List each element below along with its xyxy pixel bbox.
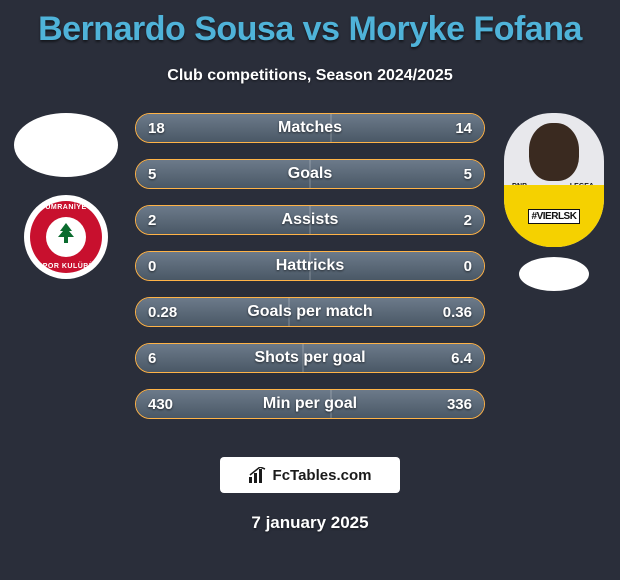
player-left-avatar-placeholder (14, 113, 118, 177)
stat-row: 00Hattricks (135, 251, 485, 281)
stat-value-left: 6 (148, 350, 156, 367)
comparison-title: Bernardo Sousa vs Moryke Fofana (0, 0, 620, 49)
stat-value-left: 5 (148, 166, 156, 183)
stat-bar-left (136, 344, 303, 372)
footer-text: FcTables.com (273, 467, 372, 484)
player-left-panel: ÜMRANİYE SPOR KULÜBÜ (6, 113, 126, 279)
stat-value-right: 6.4 (451, 350, 472, 367)
stat-bar-left (136, 252, 310, 280)
stat-value-right: 2 (464, 212, 472, 229)
player-right-panel: DNB LEGEA #VIERLSK (494, 113, 614, 291)
club-badge-text-bottom: SPOR KULÜBÜ (38, 263, 95, 270)
comparison-subtitle: Club competitions, Season 2024/2025 (0, 67, 620, 85)
stat-value-right: 14 (455, 120, 472, 137)
player-right-club-placeholder (519, 257, 589, 291)
stat-bars-container: 1814Matches55Goals22Assists00Hattricks0.… (135, 113, 485, 419)
stat-bar-right (310, 206, 484, 234)
footer-attribution: FcTables.com (220, 457, 400, 493)
stat-value-right: 0.36 (443, 304, 472, 321)
stat-row: 0.280.36Goals per match (135, 297, 485, 327)
stat-bar-right (310, 160, 484, 188)
stat-bar-left (136, 114, 331, 142)
stat-row: 66.4Shots per goal (135, 343, 485, 373)
stat-value-right: 5 (464, 166, 472, 183)
stat-value-left: 0.28 (148, 304, 177, 321)
stat-row: 55Goals (135, 159, 485, 189)
stat-row: 22Assists (135, 205, 485, 235)
stat-row: 1814Matches (135, 113, 485, 143)
player-left-club-badge: ÜMRANİYE SPOR KULÜBÜ (24, 195, 108, 279)
stat-value-right: 336 (447, 396, 472, 413)
comparison-date: 7 january 2025 (0, 513, 620, 533)
stat-bar-left (136, 160, 310, 188)
stat-value-left: 18 (148, 120, 165, 137)
player-right-avatar: DNB LEGEA #VIERLSK (504, 113, 604, 247)
club-badge-text-top: ÜMRANİYE (45, 204, 86, 211)
stat-value-left: 2 (148, 212, 156, 229)
stat-value-left: 430 (148, 396, 173, 413)
stat-value-right: 0 (464, 258, 472, 275)
stat-bar-right (310, 252, 484, 280)
stat-value-left: 0 (148, 258, 156, 275)
club-badge-inner: ÜMRANİYE SPOR KULÜBÜ (30, 201, 102, 273)
stat-bar-left (136, 206, 310, 234)
player-jersey: #VIERLSK (504, 185, 604, 247)
club-badge-core (46, 217, 86, 257)
chart-icon (249, 467, 267, 483)
player-head-shape (529, 123, 579, 181)
tree-icon (56, 223, 76, 251)
jersey-text: #VIERLSK (528, 209, 581, 224)
comparison-main: ÜMRANİYE SPOR KULÜBÜ DNB LEGEA #VIERLSK (0, 113, 620, 433)
stat-row: 430336Min per goal (135, 389, 485, 419)
